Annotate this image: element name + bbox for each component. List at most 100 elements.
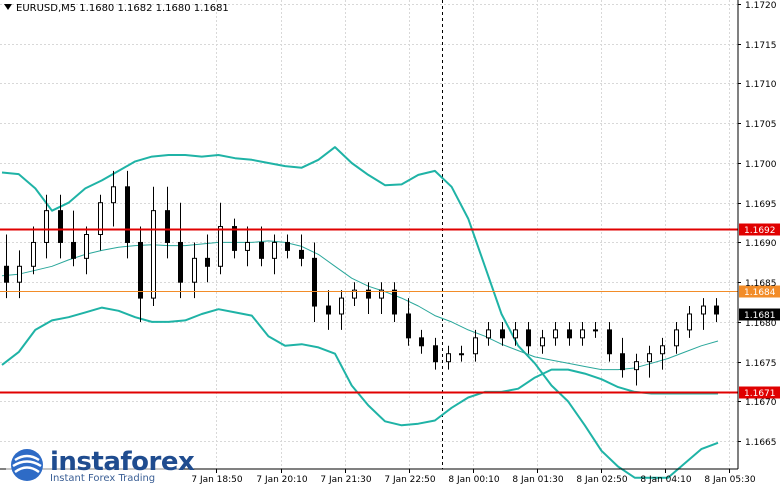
candle-body-bear [259,241,264,259]
candle-body-bull [540,337,545,347]
price-tick-label: 1.1720 [745,1,777,11]
candle [339,290,344,330]
candle-body-bull [84,234,89,259]
candle [446,345,451,370]
time-tick-label: 7 Jan 21:30 [320,475,372,485]
candle-body-bull [513,329,518,339]
candle [540,329,545,354]
candle [44,194,49,259]
candle-body-bear [125,186,130,243]
instaforex-watermark: instaforex Instant Forex Trading [6,443,195,487]
candle-body-bear [392,289,397,315]
candle [178,202,183,299]
candle [473,329,478,362]
candle [192,242,197,299]
candle [647,345,652,378]
candle-body-bear [71,241,76,259]
candle [674,321,679,354]
candle-body-bull [31,241,36,267]
candle-body-bull [674,329,679,347]
price-tick-label: 1.1685 [745,279,777,289]
candle [419,329,424,354]
price-tick-label: 1.1675 [745,359,777,369]
dropdown-triangle-icon[interactable] [4,4,12,10]
candle [687,306,692,338]
time-tick-label: 8 Jan 01:30 [512,475,564,485]
candle-body-bear [285,241,290,251]
candle [701,298,706,330]
candle [620,337,625,378]
candle-body-bear [620,353,625,371]
candle [84,226,89,275]
time-tick-label: 8 Jan 05:30 [704,475,756,485]
candle-body-bear [366,289,371,299]
candle [392,282,397,322]
candle-body-bull [647,353,652,363]
candle [379,282,384,314]
price-tick-label: 1.1695 [745,200,777,210]
candle-body-bear [526,329,531,347]
bollinger-bands [1,146,719,479]
candle [205,234,210,283]
candle-body-bear [58,210,63,243]
price-tick-label: 1.1670 [745,398,777,408]
candle-body-bear [299,249,304,259]
candle [593,321,598,338]
candle-body-bear [433,345,438,363]
candle [580,321,585,346]
candle-body-bull [473,337,478,355]
level-label-bg [739,386,780,399]
candle [17,250,22,299]
candle [138,226,143,322]
candle [513,321,518,346]
candle-body-bull [17,265,22,283]
chart-title-text: EURUSD,M5 1.1680 1.1682 1.1680 1.1681 [16,3,229,14]
candle [218,202,223,275]
grid [0,0,738,469]
candle [660,337,665,370]
time-tick-label: 8 Jan 04:10 [640,475,692,485]
candle-body-bear [138,241,143,299]
candle-body-bull [352,289,357,299]
price-tick-label: 1.1680 [745,319,777,329]
candle-body-bull [272,241,277,259]
candle-body-bull [98,202,103,235]
candle-body-bull [44,210,49,243]
candle [326,290,331,330]
candle-body-bear [232,226,237,251]
candle-body-bull [151,210,156,299]
candle-body-bull [634,361,639,371]
price-axis: 1.1720 1.1715 1.1710 1.1705 1.1700 1.1695 1.16… [737,0,780,469]
time-tick-label: 7 Jan 20:10 [256,475,308,485]
watermark-tagline: Instant Forex Trading [50,473,156,484]
level-label-bg [739,223,780,236]
candle-body-bear [406,313,411,339]
horizontal-levels[interactable]: 1.1692 1.1684 1.1671 [0,223,780,400]
price-tick-label: 1.1665 [745,438,777,448]
candle [285,234,290,259]
bollinger-upper-line [1,146,719,479]
instaforex-sphere-logo [11,449,43,481]
candle-body-bull [660,345,665,355]
time-tick-label: 7 Jan 18:50 [191,475,243,485]
price-tick-label: 1.1690 [745,239,777,249]
price-tick-label: 1.1705 [745,120,777,130]
candle-body-bear [607,329,612,355]
candle [111,170,116,227]
candle-body-bull [553,329,558,339]
candle [526,321,531,354]
candle-body-bull [486,329,491,339]
price-tick-label: 1.1710 [745,80,777,90]
candle [406,298,411,346]
candle-body-bear [4,265,9,283]
candle [245,226,250,267]
candle [352,282,357,307]
candle [607,321,612,362]
candle [71,210,76,267]
candle [259,226,264,267]
candle-body-bull [192,257,197,283]
candle-body-bull [379,289,384,299]
bollinger-middle-line [1,240,719,371]
